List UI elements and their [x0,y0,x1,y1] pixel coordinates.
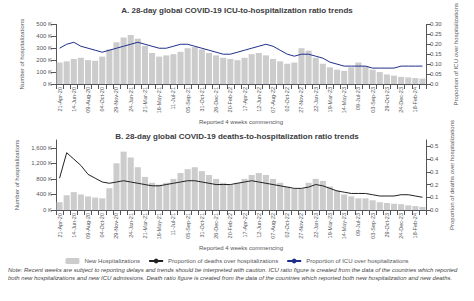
svg-text:300 K: 300 K [36,45,52,51]
svg-text:22-Jan-23: 22-Jan-23 [313,87,319,112]
svg-text:26-Dec-21: 26-Dec-21 [213,213,219,239]
svg-text:05-Sep-21: 05-Sep-21 [185,87,191,113]
svg-text:11-Jul-21: 11-Jul-21 [170,213,176,236]
svg-text:400 K: 400 K [36,191,52,197]
svg-text:07-Aug-22: 07-Aug-22 [270,87,276,113]
svg-text:500 K: 500 K [36,21,52,27]
svg-text:17-Apr-22: 17-Apr-22 [242,213,248,237]
svg-text:29-Oct-23: 29-Oct-23 [384,87,390,111]
svg-text:19-Mar-23: 19-Mar-23 [327,87,333,112]
svg-text:09-Aug-20: 09-Aug-20 [85,213,91,239]
svg-text:12-Jun-22: 12-Jun-22 [256,213,262,238]
svg-text:12-Jun-22: 12-Jun-22 [256,87,262,112]
svg-text:800 K: 800 K [36,176,52,182]
svg-text:0.20: 0.20 [430,41,442,47]
svg-text:21-Apr-20: 21-Apr-20 [57,87,63,111]
svg-text:100 K: 100 K [36,69,52,75]
svg-text:0.10: 0.10 [430,61,442,67]
svg-text:0.25: 0.25 [430,31,442,37]
svg-text:18-Feb-24: 18-Feb-24 [412,213,418,238]
svg-text:03-Sep-23: 03-Sep-23 [370,87,376,113]
svg-text:Note: Recent weeks are subject: Note: Recent weeks are subject to report… [8,267,459,273]
svg-text:both new hospitalizations and: both new hospitalizations and new ICU ad… [8,275,452,281]
svg-text:29-Oct-23: 29-Oct-23 [384,213,390,237]
svg-text:Reported 4 weeks commencing: Reported 4 weeks commencing [199,245,283,251]
svg-text:03-Sep-23: 03-Sep-23 [370,213,376,239]
svg-text:20-Feb-22: 20-Feb-22 [227,213,233,238]
svg-text:04-Oct-20: 04-Oct-20 [99,87,105,111]
svg-text:0.0: 0.0 [430,207,439,213]
svg-text:31-Oct-21: 31-Oct-21 [199,213,205,237]
svg-text:20-Feb-22: 20-Feb-22 [227,87,233,112]
svg-text:0.4: 0.4 [430,156,439,162]
svg-text:02-Oct-22: 02-Oct-22 [284,213,290,237]
svg-text:New Hospitalizations: New Hospitalizations [84,258,140,264]
svg-text:1,200 K: 1,200 K [31,160,52,166]
svg-text:0.05: 0.05 [430,71,442,77]
svg-text:14-Jun-20: 14-Jun-20 [71,213,77,238]
svg-text:16-May-21: 16-May-21 [156,213,162,239]
svg-text:0.5: 0.5 [430,143,439,149]
svg-text:31-Oct-21: 31-Oct-21 [199,87,205,111]
svg-text:27-Nov-22: 27-Nov-22 [298,213,304,239]
svg-text:21-Apr-20: 21-Apr-20 [57,213,63,237]
svg-text:21-Mar-21: 21-Mar-21 [142,87,148,112]
svg-text:1,600 K: 1,600 K [31,145,52,151]
svg-text:0.30: 0.30 [430,21,442,27]
svg-text:21-Mar-21: 21-Mar-21 [142,213,148,238]
svg-text:09-Jul-23: 09-Jul-23 [355,87,361,110]
svg-text:0.15: 0.15 [430,51,442,57]
svg-text:400 K: 400 K [36,33,52,39]
svg-text:17-Apr-22: 17-Apr-22 [242,87,248,111]
svg-text:09-Aug-20: 09-Aug-20 [85,87,91,113]
svg-text:Reported 4 weeks commencing: Reported 4 weeks commencing [199,119,283,125]
svg-text:05-Sep-21: 05-Sep-21 [185,213,191,239]
svg-text:Proportion of deaths over hosp: Proportion of deaths over hospitalizatio… [449,120,455,230]
svg-text:16-May-21: 16-May-21 [156,87,162,113]
svg-text:Number of hospitalizations: Number of hospitalizations [14,140,20,211]
svg-text:A. 28-day global COVID-19 ICU-: A. 28-day global COVID-19 ICU-to-hospita… [121,6,353,15]
svg-text:07-Aug-22: 07-Aug-22 [270,213,276,239]
svg-text:19-Mar-23: 19-Mar-23 [327,213,333,238]
svg-text:0 K: 0 K [43,207,52,213]
svg-text:0.0: 0.0 [430,81,439,87]
svg-text:11-Jul-21: 11-Jul-21 [170,87,176,110]
svg-text:18-Feb-24: 18-Feb-24 [412,87,418,112]
svg-text:29-Nov-20: 29-Nov-20 [113,213,119,239]
svg-text:Proportion of ICU over hospita: Proportion of ICU over hospitalizations [453,3,459,105]
svg-text:Proportion of ICU over hospita: Proportion of ICU over hospitalizations [306,258,408,264]
svg-text:22-Jan-23: 22-Jan-23 [313,213,319,238]
svg-text:14-Jun-20: 14-Jun-20 [71,87,77,112]
svg-text:0 K: 0 K [43,81,52,87]
svg-text:Proportion of deaths over hosp: Proportion of deaths over hospitalizatio… [168,258,278,264]
svg-text:29-Nov-20: 29-Nov-20 [113,87,119,113]
svg-text:04-Oct-20: 04-Oct-20 [99,213,105,237]
svg-text:14-May-23: 14-May-23 [341,87,347,113]
svg-text:24-Jan-21: 24-Jan-21 [128,213,134,238]
svg-text:02-Oct-22: 02-Oct-22 [284,87,290,111]
svg-text:200 K: 200 K [36,57,52,63]
svg-text:14-May-23: 14-May-23 [341,213,347,239]
svg-text:B. 28-day global COVID-19 deat: B. 28-day global COVID-19 deaths-to-hosp… [115,132,359,141]
svg-text:24-Dec-23: 24-Dec-23 [398,87,404,113]
svg-text:24-Jan-21: 24-Jan-21 [128,87,134,112]
svg-text:Number of hospitalizations: Number of hospitalizations [19,19,25,90]
svg-text:09-Jul-23: 09-Jul-23 [355,213,361,236]
svg-text:0.1: 0.1 [430,194,439,200]
svg-text:0.3: 0.3 [430,169,439,175]
svg-text:27-Nov-22: 27-Nov-22 [298,87,304,113]
svg-text:0.2: 0.2 [430,182,439,188]
svg-text:24-Dec-23: 24-Dec-23 [398,213,404,239]
svg-text:26-Dec-21: 26-Dec-21 [213,87,219,113]
